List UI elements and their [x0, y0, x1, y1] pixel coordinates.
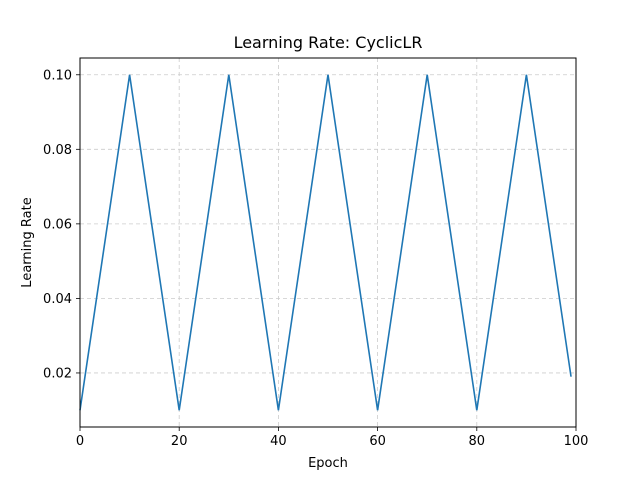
x-tick-label: 80: [469, 434, 486, 449]
x-tick-label: 40: [270, 434, 287, 449]
x-tick-label: 20: [171, 434, 188, 449]
x-tick-label: 60: [369, 434, 386, 449]
series-layer: [79, 74, 572, 411]
x-axis-label: Epoch: [308, 456, 348, 471]
plot-frame: [79, 57, 577, 428]
y-tick-label: 0.10: [43, 68, 72, 83]
y-tick-label: 0.04: [43, 292, 72, 307]
x-tick-label: 100: [564, 434, 589, 449]
lr-series-line: [79, 74, 572, 411]
y-tick-label: 0.06: [43, 217, 72, 232]
x-tick-label: 0: [76, 434, 84, 449]
y-tick-label: 0.08: [43, 143, 72, 158]
ticks-layer: 0 20 40 60 80 100 0.02 0.04 0.06 0.08 0.10: [43, 68, 588, 449]
y-axis-label: Learning Rate: [20, 197, 35, 287]
y-tick-label: 0.02: [43, 366, 72, 381]
chart-title: Learning Rate: CyclicLR: [234, 33, 423, 52]
